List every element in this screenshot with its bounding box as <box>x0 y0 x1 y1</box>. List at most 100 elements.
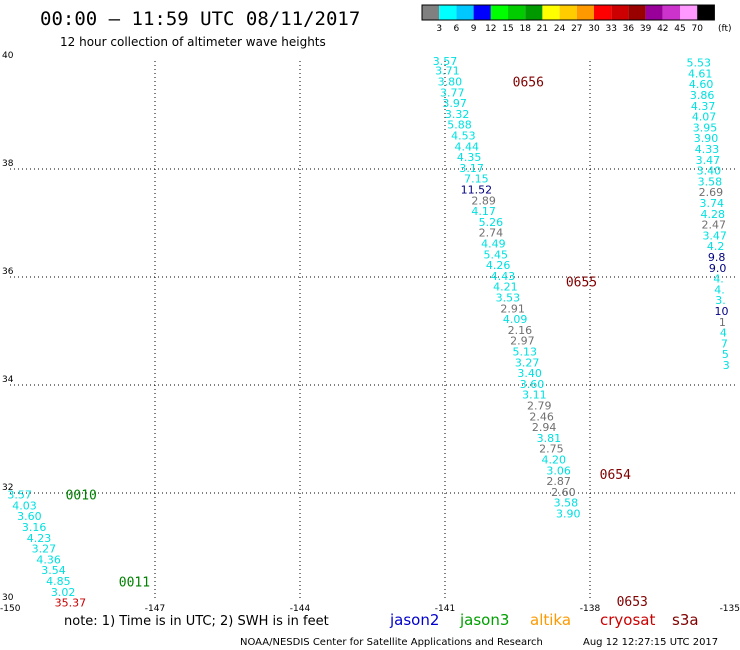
color-scale-legend: 3 6 9 12 15 18 21 24 27 30 33 36 39 42 45 70 (ft) <box>421 4 732 34</box>
wave-height-point: 4.36 <box>36 553 61 566</box>
wave-height-point: 3.81 <box>537 432 562 445</box>
time-label: 0655 <box>566 275 597 290</box>
color-swatch <box>680 5 698 20</box>
wave-height-point: 3.06 <box>546 464 571 477</box>
color-swatch <box>542 5 560 20</box>
color-swatch <box>525 5 543 20</box>
color-scale-unit: (ft) <box>718 24 732 34</box>
wave-height-point: 4.21 <box>493 281 518 294</box>
wave-height-point: 4.37 <box>691 100 716 113</box>
wave-height-point: 4.61 <box>688 67 713 80</box>
color-swatch <box>473 5 491 20</box>
wave-height-point: 3.40 <box>517 367 542 380</box>
wave-height-values: 3.573.713.803.773.973.325.884.534.444.35… <box>7 55 729 610</box>
chart-subtitle: 12 hour collection of altimeter wave hei… <box>60 35 326 49</box>
wave-height-point: 4.2 <box>707 240 725 253</box>
satellite-legend-jason3: jason3 <box>459 611 509 629</box>
wave-height-point: 3.90 <box>556 508 581 521</box>
wave-height-point: 4.49 <box>481 238 506 251</box>
wave-height-point: 7.15 <box>464 173 489 186</box>
wave-height-point: 2.75 <box>539 443 564 456</box>
color-scale-label: 15 <box>502 24 513 34</box>
wave-height-point: 3.60 <box>520 378 545 391</box>
color-scale-label: 18 <box>519 24 531 34</box>
wave-height-point: 3 <box>723 359 730 372</box>
color-scale-label: 33 <box>605 24 616 34</box>
wave-height-point: 2.89 <box>471 194 496 207</box>
color-scale-label: 42 <box>657 24 668 34</box>
wave-height-point: 4.53 <box>451 130 476 143</box>
wave-height-point: 5.45 <box>484 248 509 261</box>
wave-height-point: 2.46 <box>529 410 554 423</box>
wave-height-point: 3.74 <box>700 197 725 210</box>
color-swatch <box>508 5 526 20</box>
time-label: 0010 <box>66 489 97 504</box>
footer-credit: NOAA/NESDIS Center for Satellite Applica… <box>240 637 543 648</box>
wave-height-point: 5.88 <box>447 119 472 132</box>
wave-height-point: 4.26 <box>486 259 511 272</box>
y-tick-label: 38 <box>2 159 14 169</box>
color-scale-label: 36 <box>623 24 635 34</box>
satellite-legend-altika: altika <box>530 611 571 629</box>
wave-height-point: 7 <box>721 337 728 350</box>
wave-height-point: 5.13 <box>513 346 538 359</box>
wave-height-point: 3.32 <box>445 108 470 121</box>
color-swatch <box>456 5 474 20</box>
time-label: 0656 <box>513 76 544 91</box>
wave-height-point: 3.17 <box>459 162 484 175</box>
wave-height-point: 35.37 <box>55 597 87 610</box>
color-swatch <box>697 5 715 20</box>
wave-height-point: 3.11 <box>522 389 547 402</box>
wave-height-point: 4.07 <box>692 111 717 124</box>
wave-height-point: 4.43 <box>491 270 516 283</box>
wave-height-point: 3.95 <box>693 121 718 134</box>
satellite-legend-s3a: s3a <box>672 611 699 629</box>
wave-height-point: 2.87 <box>546 475 571 488</box>
wave-height-point: 2.91 <box>500 302 525 315</box>
wave-height-point: 3.53 <box>496 292 521 305</box>
wave-height-point: 3.86 <box>690 89 715 102</box>
wave-height-point: 4.85 <box>46 575 71 588</box>
wave-height-point: 3.80 <box>438 76 463 89</box>
wave-height-point: 3.60 <box>17 510 42 523</box>
wave-height-point: 5 <box>722 348 729 361</box>
color-swatch <box>628 5 646 20</box>
footer-timestamp: Aug 12 12:27:15 UTC 2017 <box>583 637 718 648</box>
wave-height-point: 5.53 <box>687 57 712 70</box>
wave-height-point: 3.58 <box>554 497 579 510</box>
wave-height-point: 4.17 <box>471 205 496 218</box>
color-swatch <box>594 5 612 20</box>
wave-height-point: 11.52 <box>461 184 493 197</box>
y-tick-label: 34 <box>2 375 14 385</box>
wave-height-point: 2.74 <box>479 227 504 240</box>
wave-height-point: 3.57 <box>7 489 32 502</box>
y-tick-label: 30 <box>2 593 14 603</box>
x-tick-label: -147 <box>145 604 165 614</box>
wave-height-point: 2.60 <box>551 486 576 499</box>
time-label: 0011 <box>119 576 150 591</box>
x-tick-label: -141 <box>435 604 455 614</box>
x-tick-label: -144 <box>290 604 311 614</box>
y-tick-label: 32 <box>2 483 13 493</box>
wave-height-point: 4.35 <box>457 151 482 164</box>
wave-height-point: 3.54 <box>41 564 66 577</box>
color-scale-label: 39 <box>640 24 652 34</box>
wave-height-point: 5.26 <box>479 216 504 229</box>
wave-height-point: 3.40 <box>697 165 722 178</box>
color-swatch <box>490 5 508 20</box>
wave-height-point: 4.44 <box>455 140 480 153</box>
color-bar-border <box>421 4 715 21</box>
color-scale-label: 24 <box>554 24 566 34</box>
wave-height-point: 3.02 <box>51 586 76 599</box>
wave-height-point: 9.8 <box>708 251 726 264</box>
color-scale-label: 27 <box>571 24 582 34</box>
wave-height-point: 3. <box>715 294 726 307</box>
color-scale-label: 45 <box>674 24 685 34</box>
wave-height-point: 3.77 <box>440 86 465 99</box>
color-scale-label: 12 <box>485 24 496 34</box>
note-text: note: 1) Time is in UTC; 2) SWH is in fe… <box>64 614 329 629</box>
wave-height-point: 2.69 <box>699 186 724 199</box>
color-swatch <box>645 5 663 20</box>
wave-height-point: 3.47 <box>702 229 727 242</box>
color-swatch <box>422 5 440 20</box>
